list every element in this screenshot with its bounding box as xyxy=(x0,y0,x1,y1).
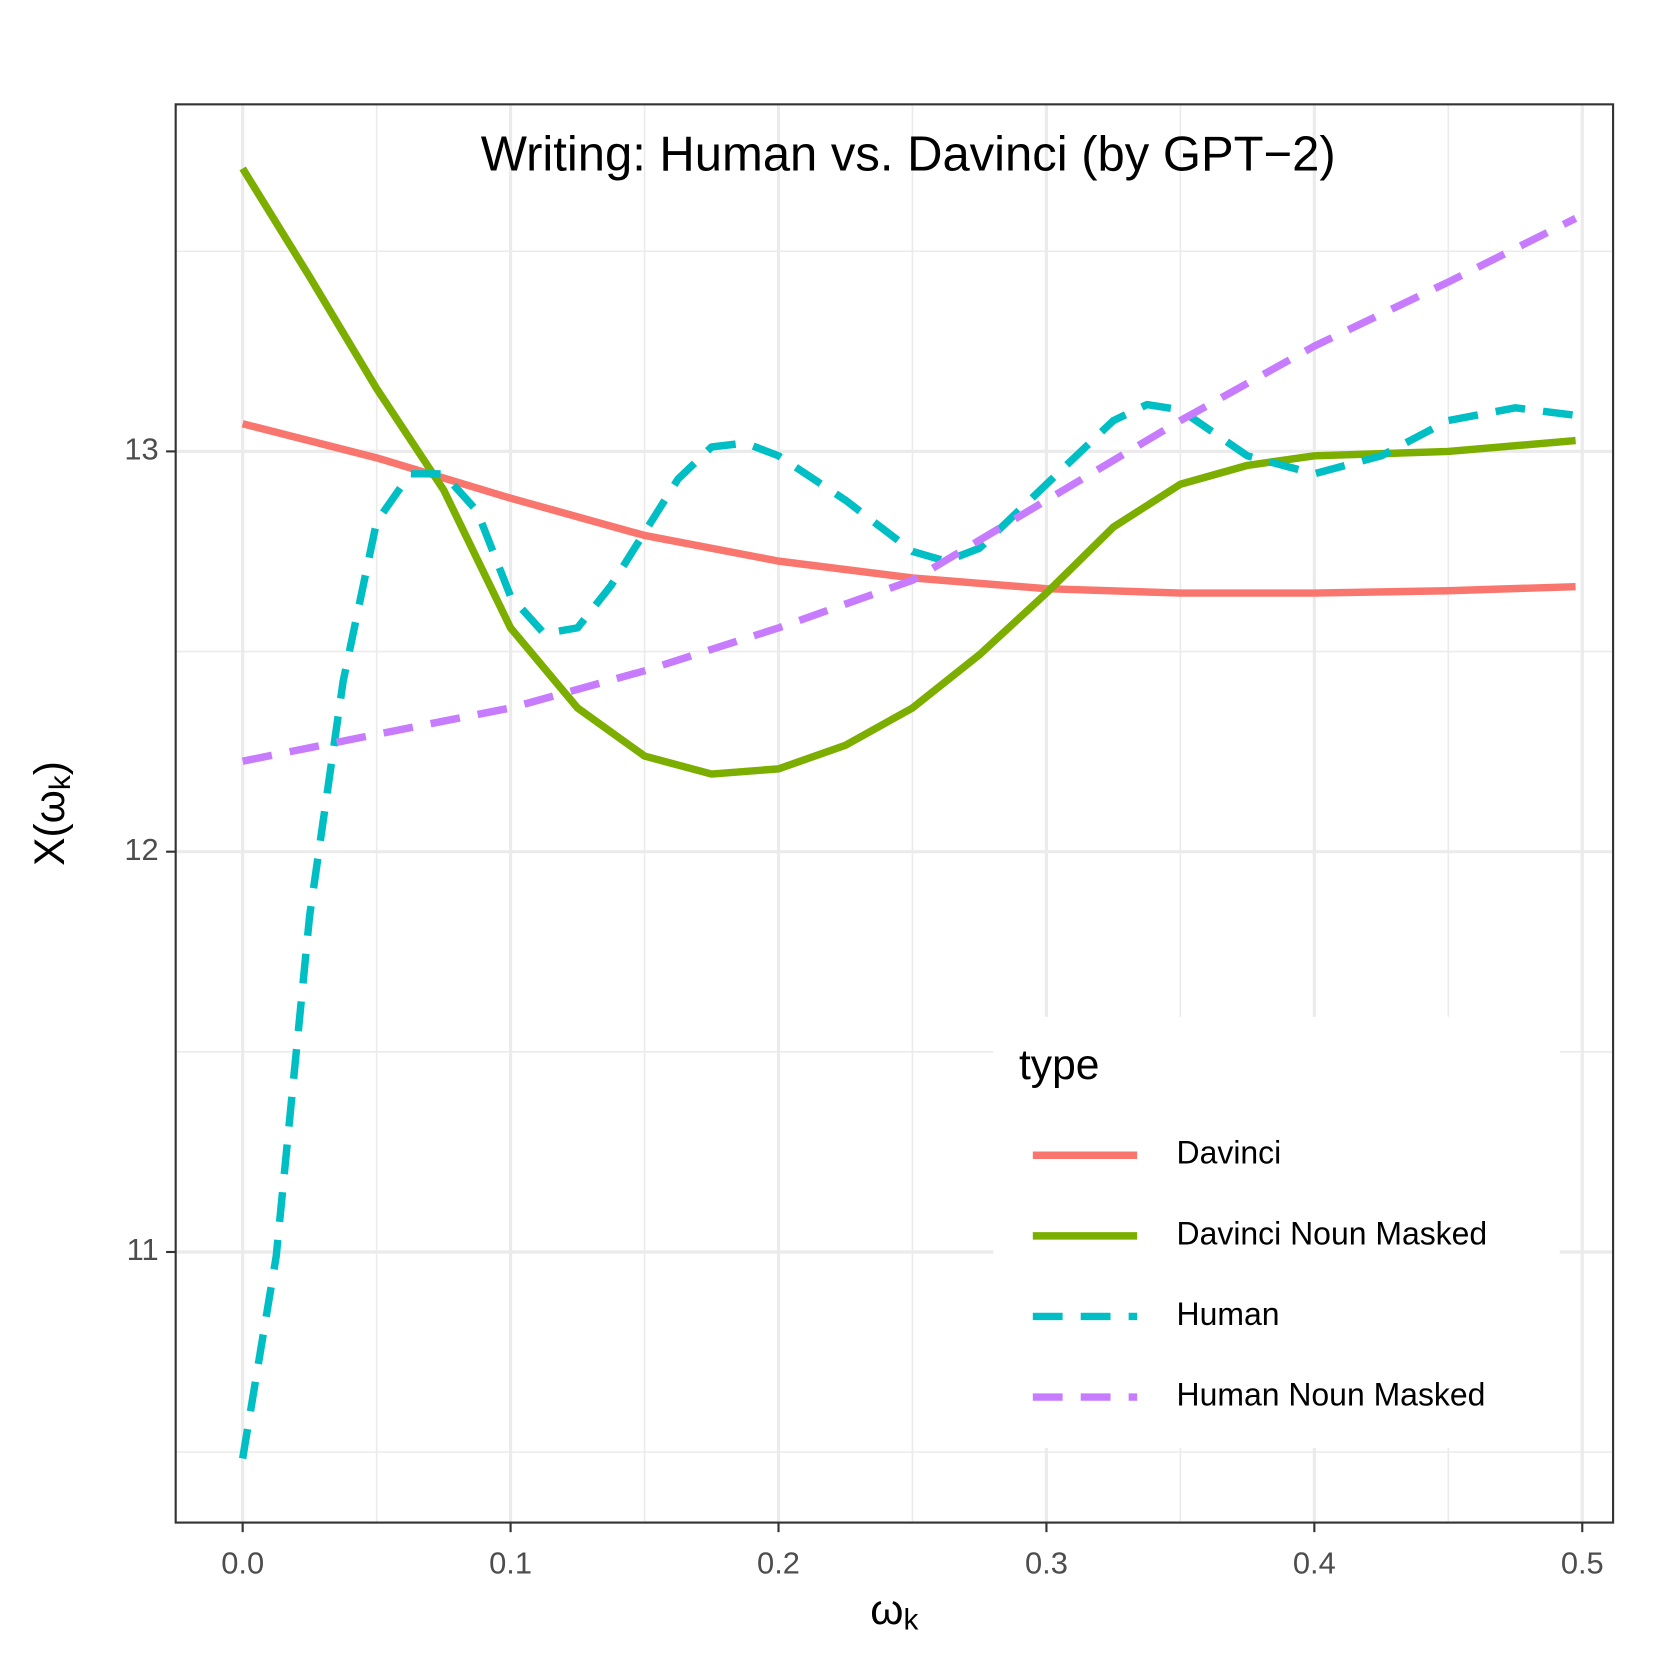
x-tick-label: 0.1 xyxy=(489,1545,532,1580)
x-tick-label: 0.2 xyxy=(757,1545,800,1580)
y-axis-label: X(ωk) xyxy=(26,761,76,866)
y-axis-label-part: k xyxy=(44,775,77,790)
axes: 0.0 0.1 0.2 0.3 0.4 0.5 11 12 13 Writing: Human v… xyxy=(26,103,1615,1636)
series-line xyxy=(238,400,1577,1460)
y-tick-label: 12 xyxy=(124,832,158,867)
y-axis-label-part: X(ω xyxy=(26,790,74,866)
x-tick-label: 0.0 xyxy=(221,1545,264,1580)
legend-label: Davinci Noun Masked xyxy=(1177,1215,1488,1251)
series-line xyxy=(241,215,1578,765)
legend-label: Human xyxy=(1177,1296,1280,1332)
legend: type Davinci Davinci Noun Masked Human Human… xyxy=(993,1016,1560,1449)
x-tick-label: 0.5 xyxy=(1561,1545,1604,1580)
legend-title: type xyxy=(1019,1041,1099,1089)
y-tick-label: 13 xyxy=(124,432,158,467)
x-tick-label: 0.4 xyxy=(1293,1545,1336,1580)
chart-title: Writing: Human vs. Davinci (by GPT−2) xyxy=(481,128,1336,182)
series-line xyxy=(239,166,1576,778)
y-axis-label-part: ) xyxy=(26,761,74,775)
x-axis-label: ωk xyxy=(870,1586,918,1636)
y-tick-label: 11 xyxy=(127,1232,159,1267)
x-axis-label-part: k xyxy=(904,1603,919,1636)
legend-label: Human Noun Masked xyxy=(1177,1376,1486,1412)
legend-label: Davinci xyxy=(1177,1135,1282,1171)
x-tick-label: 0.3 xyxy=(1025,1545,1068,1580)
x-axis-label-part: ω xyxy=(870,1586,903,1634)
panel-border xyxy=(174,103,1615,1524)
plot-lines xyxy=(238,166,1578,1460)
